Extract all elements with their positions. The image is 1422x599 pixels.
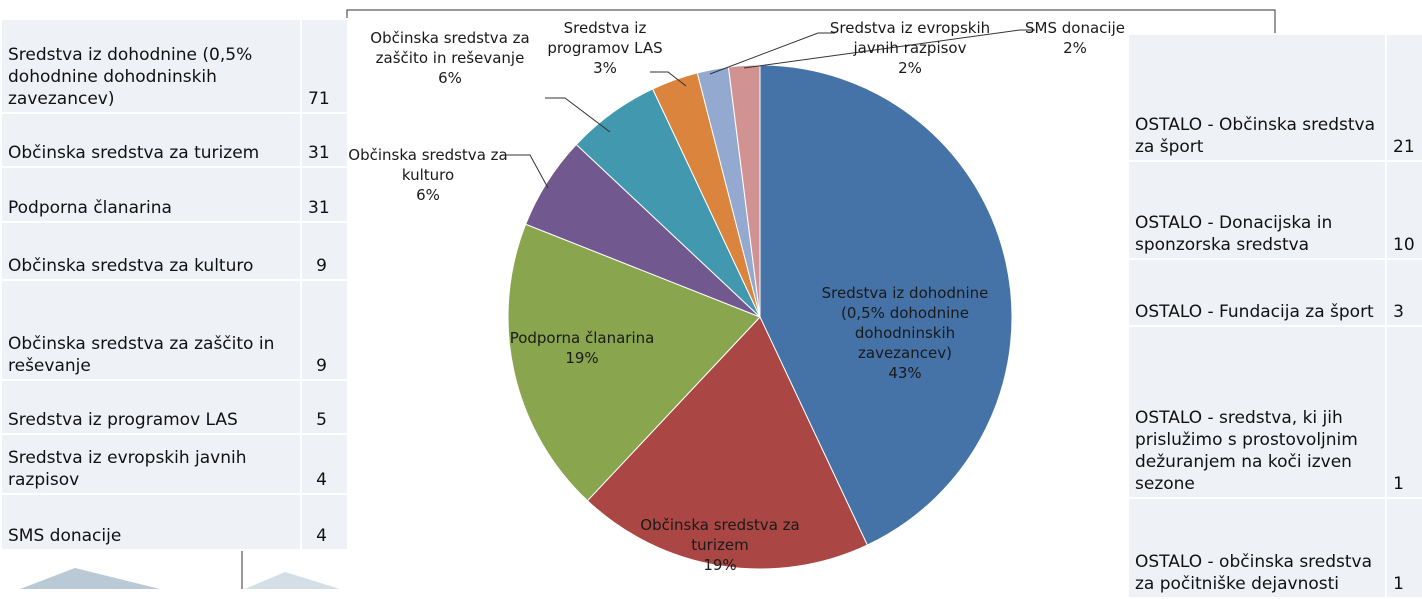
row-value: 4 xyxy=(300,493,349,551)
value-label: 6% xyxy=(438,69,462,87)
row-label: OSTALO - Donacijska in sponzorska sredst… xyxy=(1127,160,1387,260)
leader-line xyxy=(709,32,835,75)
value-label: 3% xyxy=(593,59,617,77)
row-label: OSTALO - sredstva, ki jih prislužimo s p… xyxy=(1127,325,1387,499)
table-row: Sredstva iz dohodnine (0,5% dohodnine do… xyxy=(0,18,349,114)
table-row: Sredstva iz programov LAS 5 xyxy=(0,379,349,435)
data-label: Podporna članarina 19% xyxy=(502,328,662,368)
left-table: Sredstva iz dohodnine (0,5% dohodnine do… xyxy=(0,18,349,551)
value-label: 6% xyxy=(416,186,440,204)
data-label: Občinska sredstva za turizem 19% xyxy=(620,515,820,575)
row-label: Sredstva iz evropskih javnih razpisov xyxy=(0,433,302,495)
row-value: 1 xyxy=(1385,325,1422,499)
category-label: Podporna članarina xyxy=(509,329,655,347)
row-value: 21 xyxy=(1385,33,1422,162)
row-value: 10 xyxy=(1385,160,1422,260)
data-label: Sredstva iz evropskih javnih razpisov 2% xyxy=(815,18,1005,78)
right-table: OSTALO - Občinska sredstva za šport 21 OST… xyxy=(1127,33,1422,599)
row-label: Občinska sredstva za turizem xyxy=(0,112,302,168)
table-row: Občinska sredstva za turizem 31 xyxy=(0,112,349,168)
row-label: OSTALO - občinska sredstva za počitniške… xyxy=(1127,497,1387,599)
leader-line xyxy=(545,97,611,133)
row-value: 71 xyxy=(300,18,349,114)
data-label: Sredstva iz programov LAS 3% xyxy=(535,18,675,78)
pie-slice xyxy=(507,223,761,502)
value-label: 2% xyxy=(1063,39,1087,57)
category-label: Sredstva iz programov LAS xyxy=(547,19,663,57)
data-label: Občinska sredstva za kulturo 6% xyxy=(348,145,508,205)
value-label: 2% xyxy=(898,59,922,77)
category-label: Sredstva iz dohodnine (0,5% dohodnine do… xyxy=(821,284,989,362)
row-value: 31 xyxy=(300,166,349,223)
row-value: 1 xyxy=(1385,497,1422,599)
value-label: 19% xyxy=(565,349,599,367)
table-row: Občinska sredstva za kulturo 9 xyxy=(0,221,349,281)
row-value: 3 xyxy=(1385,258,1422,327)
table-row: OSTALO - Občinska sredstva za šport 21 xyxy=(1127,33,1422,162)
row-label: Podporna članarina xyxy=(0,166,302,223)
category-label: Občinska sredstva za kulturo xyxy=(348,146,508,184)
table-row: SMS donacije 4 xyxy=(0,493,349,551)
table-row: OSTALO - Fundacija za šport 3 xyxy=(1127,258,1422,327)
table-row: Občinska sredstva za zaščito in reševanj… xyxy=(0,279,349,381)
category-label: SMS donacije xyxy=(1025,19,1125,37)
table-row: Podporna članarina 31 xyxy=(0,166,349,223)
data-label: SMS donacije 2% xyxy=(1010,18,1140,58)
row-value: 9 xyxy=(300,279,349,381)
row-label: OSTALO - Občinska sredstva za šport xyxy=(1127,33,1387,162)
value-label: 43% xyxy=(888,364,922,382)
row-value: 4 xyxy=(300,433,349,495)
decoration xyxy=(245,572,340,589)
row-label: Občinska sredstva za zaščito in reševanj… xyxy=(0,279,302,381)
table-row: OSTALO - sredstva, ki jih prislužimo s p… xyxy=(1127,325,1422,499)
row-label: Sredstva iz programov LAS xyxy=(0,379,302,435)
leader-line xyxy=(505,154,549,189)
row-label: Sredstva iz dohodnine (0,5% dohodnine do… xyxy=(0,18,302,114)
table-row: OSTALO - občinska sredstva za počitniške… xyxy=(1127,497,1422,599)
category-label: Sredstva iz evropskih javnih razpisov xyxy=(829,19,991,57)
leader-line xyxy=(743,29,1035,69)
row-value: 9 xyxy=(300,221,349,281)
leader-line xyxy=(650,71,687,87)
data-label: Sredstva iz dohodnine (0,5% dohodnine do… xyxy=(815,283,995,383)
decoration xyxy=(20,568,160,589)
category-label: Občinska sredstva za turizem xyxy=(640,516,800,554)
data-label: Občinska sredstva za zaščito in reševanj… xyxy=(355,28,545,88)
table-row: OSTALO - Donacijska in sponzorska sredst… xyxy=(1127,160,1422,260)
row-label: OSTALO - Fundacija za šport xyxy=(1127,258,1387,327)
category-label: Občinska sredstva za zaščito in reševanj… xyxy=(370,29,530,67)
row-label: Občinska sredstva za kulturo xyxy=(0,221,302,281)
pie-slice xyxy=(759,64,1013,546)
table-row: Sredstva iz evropskih javnih razpisov 4 xyxy=(0,433,349,495)
pie-slice xyxy=(586,316,868,570)
value-label: 19% xyxy=(703,556,737,574)
row-label: SMS donacije xyxy=(0,493,302,551)
row-value: 5 xyxy=(300,379,349,435)
row-value: 31 xyxy=(300,112,349,168)
